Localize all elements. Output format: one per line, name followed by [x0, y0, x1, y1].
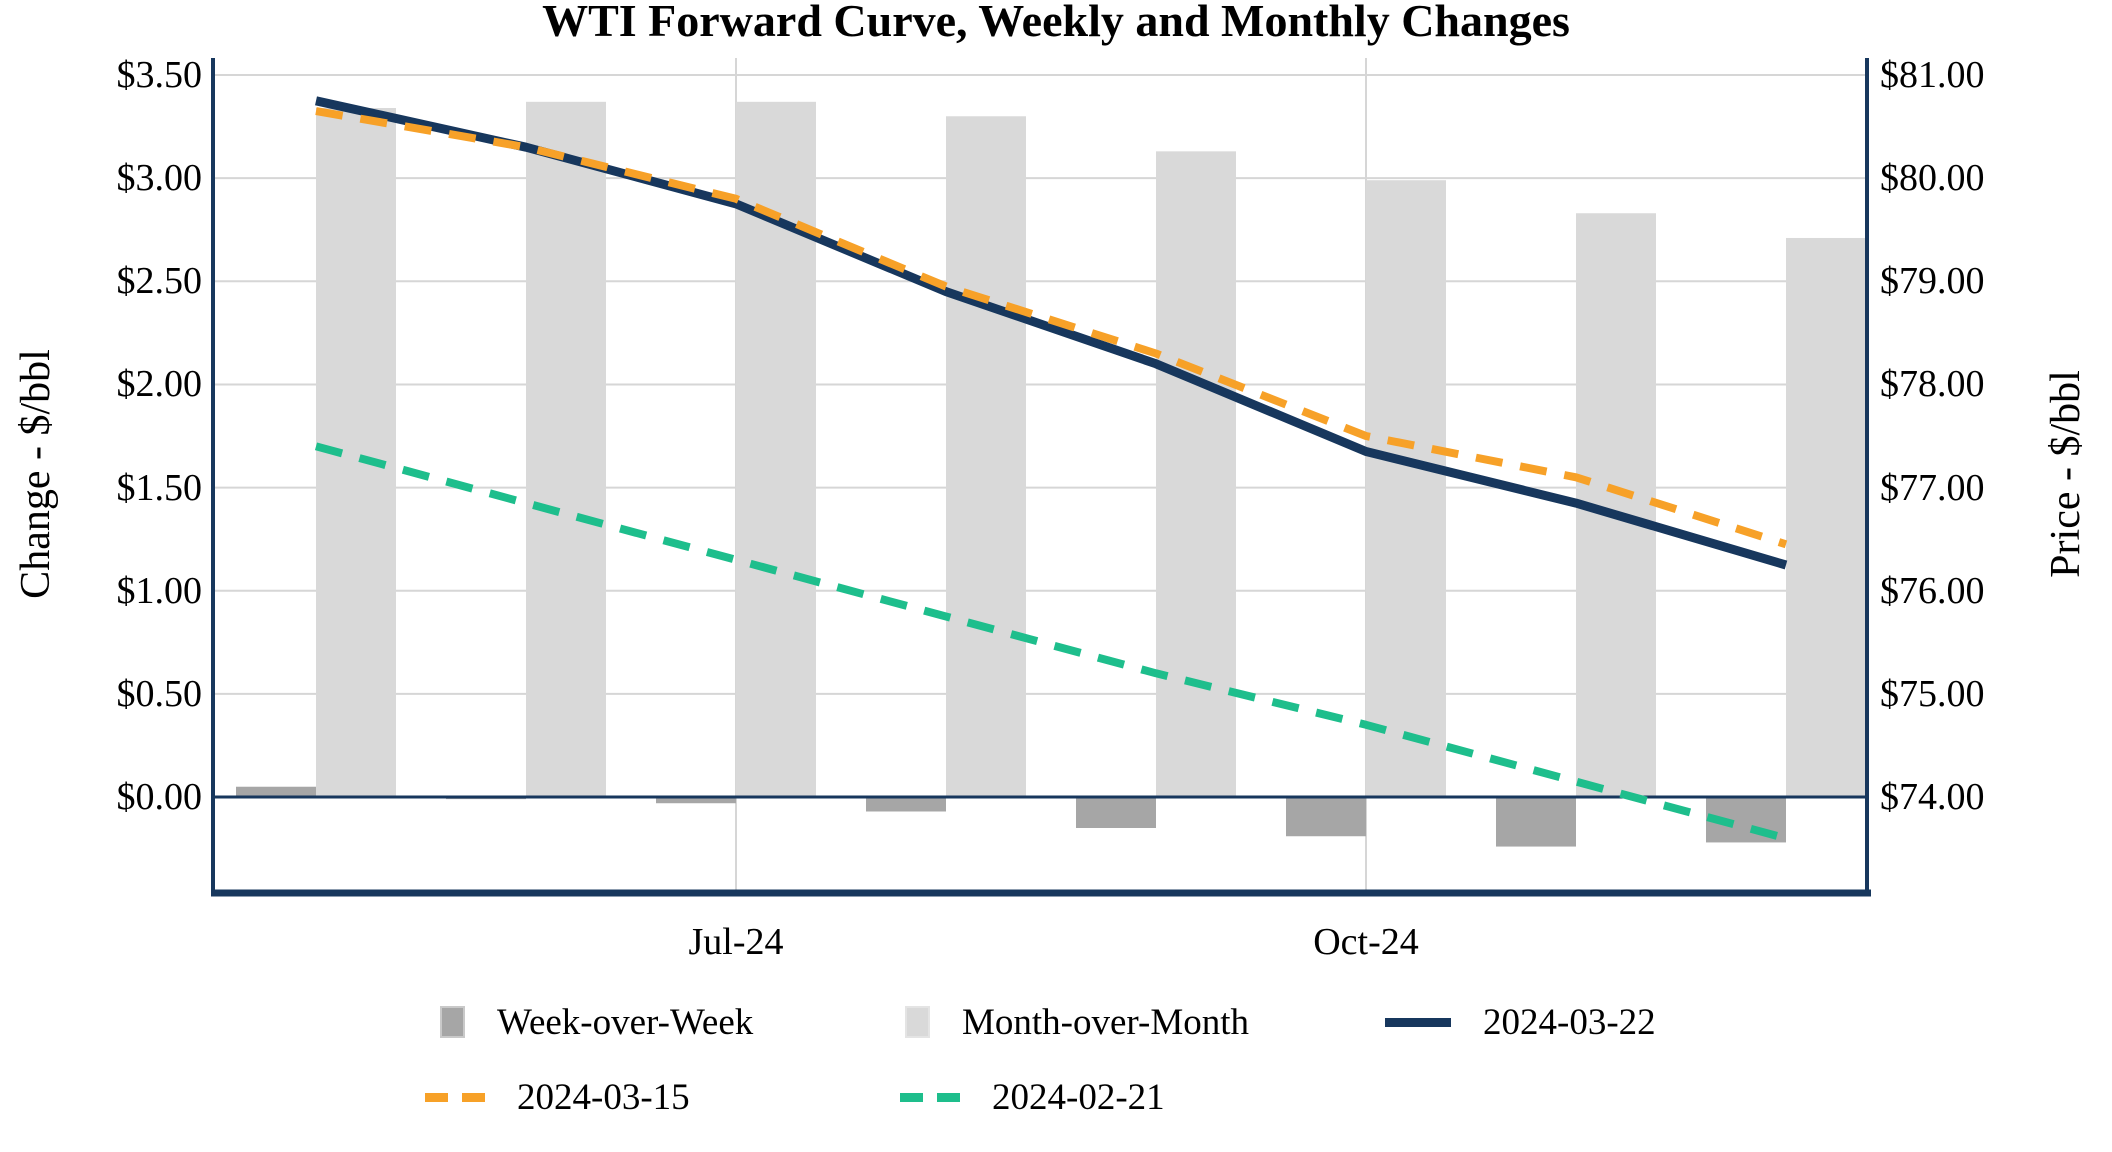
right-tick-label: $77.00: [1880, 466, 1985, 509]
bar-week-over-week: [866, 797, 946, 812]
dash-segment: [900, 1092, 923, 1102]
x-tick-label-jul-24: Jul-24: [688, 921, 784, 963]
legend-swatch-dashes: [425, 1092, 485, 1102]
left-tick-label: $3.00: [116, 157, 203, 200]
bar-week-over-week: [1286, 797, 1366, 837]
dash-segment: [425, 1092, 448, 1102]
left-tick-label: $2.50: [116, 260, 203, 303]
legend-item-month-over-month: Month-over-Month: [905, 1001, 1250, 1043]
legend-swatch-square: [905, 1006, 930, 1038]
legend-swatch-line: [1385, 1017, 1451, 1027]
legend-label: 2024-03-22: [1483, 1001, 1656, 1043]
right-tick-label: $80.00: [1880, 157, 1985, 200]
right-tick-label: $74.00: [1880, 776, 1985, 818]
x-tick-label-oct-24: Oct-24: [1313, 921, 1419, 963]
right-tick-label: $75.00: [1880, 672, 1985, 715]
right-tick-label: $76.00: [1880, 569, 1985, 612]
left-tick-label: $0.50: [116, 672, 203, 715]
bar-week-over-week: [1076, 797, 1156, 828]
axis-frame: [211, 58, 1871, 897]
legend-swatch-dashes: [900, 1092, 960, 1102]
legend-label: Week-over-Week: [497, 1001, 754, 1043]
left-tick-label: $3.50: [116, 53, 203, 96]
legend-item-2024-03-22: 2024-03-22: [1385, 1001, 1656, 1043]
legend-label: Month-over-Month: [962, 1001, 1250, 1043]
bar-series: [236, 101, 1866, 847]
left-tick-label: $1.50: [116, 466, 203, 509]
line-2024-02-21: [314, 442, 1788, 843]
right-tick-label: $78.00: [1880, 363, 1985, 406]
line-series: [314, 96, 1788, 843]
dash-segment: [462, 1092, 485, 1102]
left-tick-label: $2.00: [116, 363, 203, 406]
legend-swatch-square: [440, 1006, 465, 1038]
legend-item-2024-02-21: 2024-02-21: [900, 1076, 1165, 1118]
right-axis-title: Price - $/bbl: [2043, 370, 2089, 578]
dash-segment: [937, 1092, 960, 1102]
bar-week-over-week: [656, 797, 736, 804]
bar-month-over-month: [946, 116, 1026, 798]
left-tick-label: $0.00: [116, 776, 203, 818]
bar-month-over-month: [1366, 180, 1446, 798]
right-tick-label: $81.00: [1880, 53, 1985, 96]
bar-month-over-month: [526, 101, 606, 798]
bar-month-over-month: [1786, 237, 1866, 798]
bar-month-over-month: [1156, 151, 1236, 798]
line-2024-03-15: [315, 107, 1788, 549]
chart-title: WTI Forward Curve, Weekly and Monthly Ch…: [542, 0, 1570, 46]
legend-label: 2024-03-15: [517, 1076, 690, 1118]
legend-item-week-over-week: Week-over-Week: [440, 1001, 754, 1043]
left-tick-label: $1.00: [116, 569, 203, 612]
dash-gap: [448, 1093, 462, 1102]
bar-week-over-week: [1496, 797, 1576, 847]
legend-item-2024-03-15: 2024-03-15: [425, 1076, 690, 1118]
bar-week-over-week: [236, 786, 316, 798]
right-tick-label: $79.00: [1880, 260, 1985, 303]
legend-label: 2024-02-21: [992, 1076, 1165, 1118]
dash-gap: [923, 1093, 937, 1102]
